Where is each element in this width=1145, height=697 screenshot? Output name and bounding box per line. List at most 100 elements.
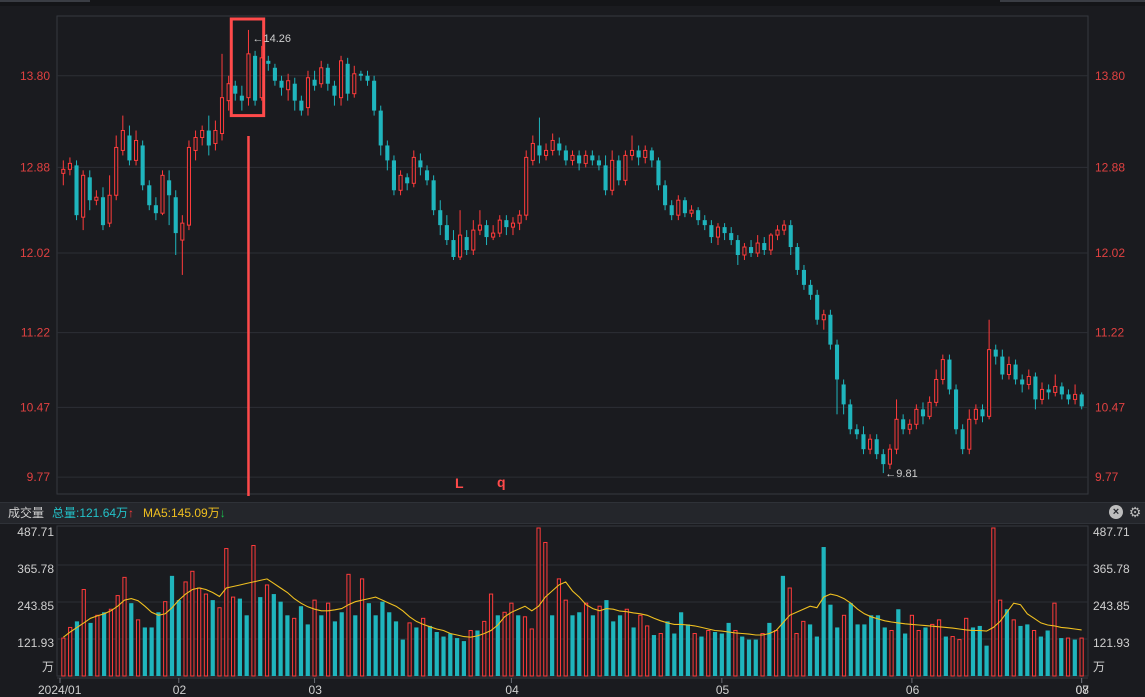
volume-bar[interactable] [292,617,297,677]
candle[interactable] [709,220,714,244]
candle[interactable] [107,175,112,228]
volume-bar[interactable] [176,600,181,676]
candle[interactable] [762,237,767,255]
candle[interactable] [253,50,258,106]
candle[interactable] [484,220,489,246]
candle[interactable] [517,210,522,231]
candle[interactable] [537,117,542,164]
volume-bar[interactable] [163,601,168,677]
candle[interactable] [292,77,297,111]
volume-bar[interactable] [923,627,928,676]
volume-bar[interactable] [387,612,392,676]
candle[interactable] [173,190,178,255]
volume-bar[interactable] [991,527,996,677]
candle[interactable] [438,200,443,236]
candle[interactable] [524,150,529,221]
volume-bar[interactable] [964,617,969,677]
volume-bar[interactable] [495,615,500,676]
volume-bar[interactable] [81,589,86,677]
volume-bar[interactable] [658,633,663,677]
candle[interactable] [920,402,926,425]
candle[interactable] [616,155,621,186]
candle[interactable] [735,235,740,265]
candle[interactable] [987,319,992,420]
candle[interactable] [993,344,998,365]
volume-bar[interactable] [970,627,976,676]
candle[interactable] [213,120,218,151]
volume-bar[interactable] [516,615,521,676]
volume-bar[interactable] [692,633,697,677]
candle[interactable] [504,215,509,236]
volume-bar[interactable] [604,600,609,676]
candle[interactable] [67,157,72,176]
volume-bar[interactable] [482,620,487,677]
candle[interactable] [729,227,734,246]
candle[interactable] [669,200,674,221]
candle[interactable] [286,73,291,101]
candle[interactable] [623,150,628,186]
volume-bar[interactable] [556,578,562,677]
volume-bar[interactable] [611,621,616,676]
candle[interactable] [874,434,879,460]
candle[interactable] [636,145,641,166]
candle[interactable] [140,140,145,191]
candle[interactable] [1020,374,1025,393]
candle[interactable] [808,279,813,300]
volume-bar[interactable] [807,624,813,676]
volume-bar[interactable] [183,581,188,677]
candle[interactable] [1000,349,1005,380]
candle[interactable] [233,80,238,101]
volume-bar[interactable] [407,622,412,677]
candle[interactable] [868,434,873,455]
volume-bar[interactable] [543,541,548,677]
volume-bar[interactable] [583,602,589,677]
candle[interactable] [1013,359,1018,385]
volume-bar[interactable] [326,602,331,677]
candle[interactable] [226,75,231,111]
candle[interactable] [127,125,132,166]
volume-bar[interactable] [780,575,786,676]
volume-bar[interactable] [882,627,887,676]
volume-bar[interactable] [835,627,840,676]
volume-bar[interactable] [400,639,405,676]
candle[interactable] [200,125,205,146]
candle[interactable] [299,95,304,116]
candle[interactable] [510,217,516,236]
volume-bar[interactable] [719,633,724,676]
volume-bar[interactable] [102,612,107,676]
candle[interactable] [431,175,436,216]
volume-bar[interactable] [862,624,867,676]
volume-bar[interactable] [135,619,141,677]
close-icon[interactable]: × [1109,505,1123,519]
volume-bar[interactable] [1079,637,1084,677]
candle[interactable] [133,130,139,166]
volume-bar[interactable] [230,596,236,677]
candle[interactable] [411,150,416,188]
candle[interactable] [768,233,773,255]
candle[interactable] [901,414,906,435]
candle[interactable] [477,210,482,236]
volume-bar[interactable] [414,627,419,676]
volume-bar[interactable] [1025,624,1030,676]
candle[interactable] [1033,372,1038,410]
volume-bar[interactable] [115,595,120,677]
candle[interactable] [193,130,198,161]
volume-bar[interactable] [828,604,833,676]
volume-bar[interactable] [841,614,847,677]
volume-bar[interactable] [638,614,643,677]
volume-bar[interactable] [441,636,446,676]
candle[interactable] [464,230,469,255]
volume-bar[interactable] [679,612,684,676]
candle[interactable] [848,399,853,435]
candle[interactable] [272,63,277,86]
candle[interactable] [338,55,344,106]
volume-bar[interactable] [1065,637,1071,677]
volume-bar[interactable] [339,612,344,676]
volume-bar[interactable] [319,615,324,676]
volume-bar[interactable] [237,598,242,676]
candle[interactable] [398,170,403,196]
candle[interactable] [266,55,271,71]
candle[interactable] [418,153,423,176]
volume-bar[interactable] [393,621,399,676]
candle[interactable] [907,419,912,435]
